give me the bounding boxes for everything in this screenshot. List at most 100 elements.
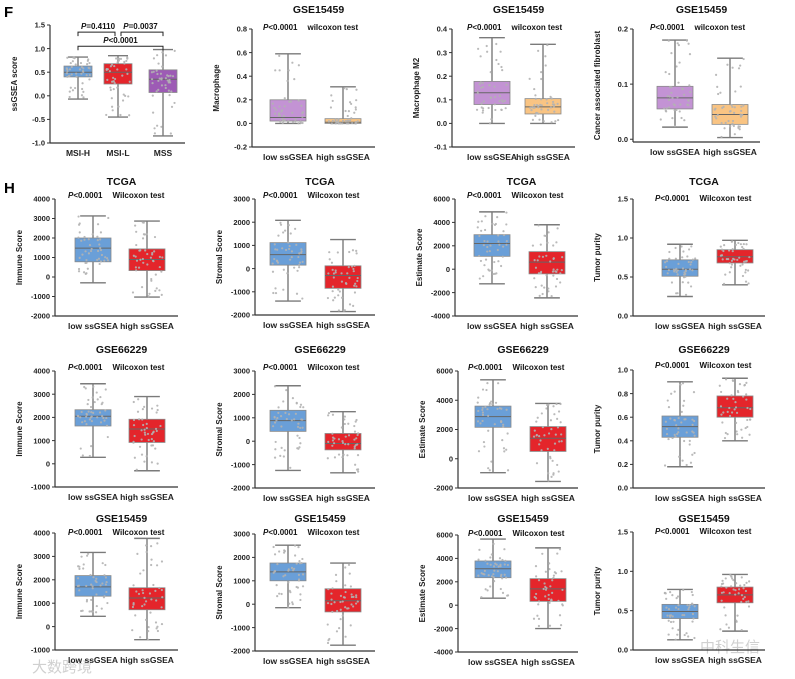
data-point: [156, 629, 160, 633]
data-point: [342, 596, 346, 599]
data-point: [481, 81, 484, 85]
box-1: [324, 238, 362, 313]
data-point: [136, 410, 140, 413]
data-point: [552, 574, 556, 577]
data-point: [140, 286, 144, 289]
data-point: [676, 42, 679, 45]
data-point: [534, 286, 537, 289]
data-point: [276, 563, 279, 566]
data-point: [148, 592, 152, 595]
data-point: [95, 391, 98, 394]
data-point: [331, 268, 334, 271]
data-point: [79, 447, 82, 450]
data-point: [740, 428, 743, 431]
data-point: [355, 249, 358, 253]
data-point: [277, 411, 280, 415]
p-value-annotation: P<0.0001 Wilcoxon test: [468, 363, 565, 372]
data-point: [720, 135, 723, 139]
data-point: [491, 402, 494, 406]
data-point: [552, 472, 555, 475]
p-italic: P: [263, 528, 269, 537]
data-point: [506, 563, 510, 567]
data-point: [743, 583, 746, 587]
data-point: [286, 272, 289, 275]
data-point: [90, 583, 93, 586]
data-point: [88, 67, 91, 70]
box-iqr: [528, 251, 566, 275]
data-point: [537, 617, 541, 620]
data-point: [273, 421, 277, 424]
data-point: [724, 577, 727, 580]
data-point: [352, 304, 355, 307]
data-point: [158, 289, 161, 292]
data-point: [331, 610, 334, 614]
data-point: [729, 110, 732, 113]
data-point: [727, 249, 731, 252]
data-point: [147, 625, 150, 629]
data-point: [340, 426, 343, 429]
data-point: [299, 403, 303, 406]
box-1: [324, 86, 362, 125]
data-point: [665, 265, 668, 269]
data-point: [299, 593, 302, 596]
data-point: [350, 603, 353, 606]
data-point: [738, 383, 742, 386]
data-point: [150, 407, 154, 410]
data-point: [99, 249, 103, 252]
data-point: [664, 71, 667, 74]
data-point: [493, 85, 496, 88]
data-point: [123, 60, 126, 63]
y-tick-label: 0.2: [437, 72, 447, 81]
data-point: [153, 132, 156, 135]
data-point: [483, 573, 486, 576]
data-point: [277, 112, 281, 115]
y-axis-label: Immune Score: [15, 229, 24, 285]
data-point: [501, 591, 505, 595]
data-point: [348, 101, 352, 104]
data-point: [688, 268, 692, 271]
data-point: [353, 264, 356, 267]
data-point: [299, 598, 302, 602]
test-name: wilcoxon test: [306, 23, 358, 32]
data-point: [116, 68, 119, 71]
data-point: [160, 125, 163, 128]
data-point: [285, 417, 288, 421]
data-point: [107, 216, 110, 220]
box-1: [528, 224, 566, 299]
data-point: [490, 460, 493, 463]
test-name: Wilcoxon test: [512, 363, 564, 372]
data-point: [277, 114, 280, 117]
data-point: [555, 277, 559, 281]
data-point: [726, 63, 729, 66]
data-point: [90, 411, 93, 414]
box-0: [269, 544, 307, 609]
data-point: [728, 406, 731, 410]
data-point: [497, 240, 500, 243]
data-point: [736, 258, 739, 261]
data-point: [551, 579, 554, 582]
x-tick-label: low ssGSEA: [655, 655, 705, 665]
data-point: [745, 581, 748, 584]
data-point: [560, 433, 563, 436]
data-point: [93, 400, 96, 404]
data-point: [486, 382, 489, 385]
data-point: [173, 101, 176, 105]
data-point: [480, 596, 483, 599]
data-point: [82, 567, 85, 570]
data-point: [160, 606, 163, 609]
data-point: [673, 418, 676, 422]
data-point: [90, 444, 93, 448]
data-point: [101, 582, 104, 585]
data-point: [479, 55, 482, 58]
data-point: [481, 413, 485, 416]
data-point: [282, 288, 285, 291]
data-point: [486, 562, 489, 565]
data-point: [346, 607, 349, 610]
data-point: [347, 563, 351, 566]
data-point: [688, 53, 692, 56]
data-point: [89, 405, 93, 409]
data-point: [676, 595, 680, 598]
data-point: [500, 420, 503, 423]
data-point: [124, 94, 127, 97]
